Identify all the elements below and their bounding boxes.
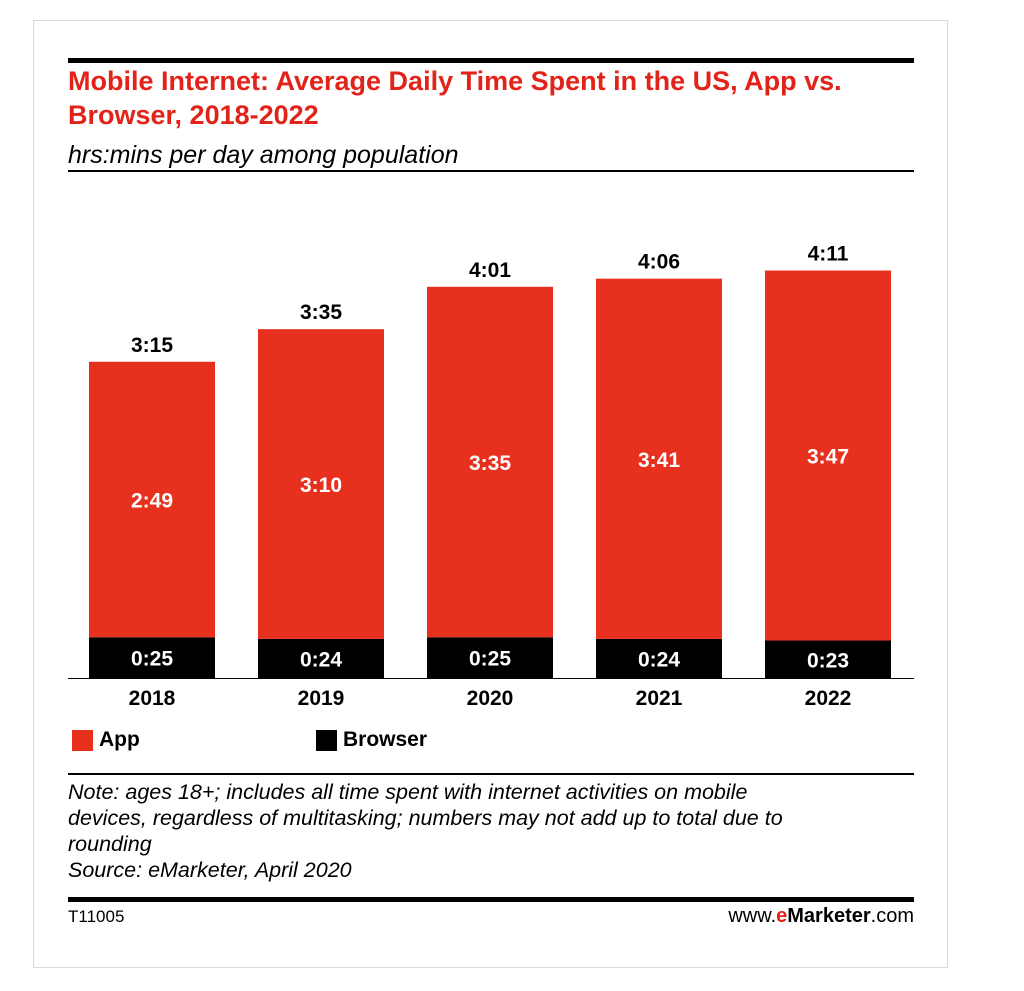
x-tick-2020: 2020	[467, 687, 514, 710]
bar-browser-2018	[89, 637, 215, 678]
legend-browser: Browser	[316, 728, 427, 752]
x-tick-2022: 2022	[805, 687, 852, 710]
chart-note: Note: ages 18+; includes all time spent …	[68, 779, 914, 883]
label-total-2020: 4:01	[469, 259, 511, 282]
site-url: www.eMarketer.com	[728, 905, 914, 928]
bar-app-2022	[765, 270, 891, 641]
legend-app: App	[72, 728, 140, 752]
label-total-2022: 4:11	[808, 243, 849, 266]
chart-title: Mobile Internet: Average Daily Time Spen…	[68, 66, 842, 130]
legend-app-swatch	[72, 729, 93, 751]
site-prefix: www.	[728, 905, 777, 927]
source-line: Source: eMarketer, April 2020	[68, 858, 352, 882]
top-rule	[68, 58, 914, 63]
site-e: e	[776, 905, 788, 927]
bar-app-2021	[596, 278, 722, 639]
subtitle-rule	[68, 170, 914, 172]
note-line: Note: ages 18+; includes all time spent …	[68, 780, 748, 804]
legend-browser-swatch	[316, 729, 337, 751]
site-brand: Marketer	[787, 905, 871, 927]
bar-browser-2022	[765, 640, 891, 678]
bar-browser-2019	[258, 638, 384, 678]
bar-app-2020	[427, 286, 553, 638]
legend-browser-label: Browser	[343, 728, 428, 751]
label-browser-2020: 0:25	[469, 648, 511, 671]
chart-subtitle: hrs:mins per day among population	[68, 141, 459, 169]
stacked-bar-chart: 0:25 2:49 3:15 2018 0:24 3:10 3:35 2019 0:25 3:35…	[68, 243, 914, 710]
site-suffix: .com	[870, 905, 914, 927]
bar-app-2018	[89, 361, 215, 638]
bottom-rule	[68, 897, 914, 902]
x-tick-2021: 2021	[636, 687, 683, 710]
label-browser-2018: 0:25	[131, 648, 173, 671]
x-tick-2018: 2018	[129, 687, 176, 710]
chart-code: T11005	[68, 907, 125, 926]
label-browser-2021: 0:24	[638, 648, 680, 671]
label-app-2022: 3:47	[807, 446, 849, 469]
x-tick-2019: 2019	[298, 687, 345, 710]
label-app-2021: 3:41	[638, 449, 680, 472]
note-line: rounding	[68, 832, 152, 856]
label-app-2018: 2:49	[131, 490, 173, 513]
bar-app-2019	[258, 329, 384, 639]
label-total-2018: 3:15	[131, 334, 173, 357]
note-rule	[68, 773, 914, 775]
label-total-2021: 4:06	[638, 251, 680, 274]
bar-browser-2020	[427, 637, 553, 678]
note-line: devices, regardless of multitasking; num…	[68, 806, 783, 830]
bar-browser-2021	[596, 638, 722, 678]
label-browser-2022: 0:23	[807, 649, 849, 672]
label-app-2019: 3:10	[300, 474, 342, 497]
label-app-2020: 3:35	[469, 452, 511, 475]
legend-app-label: App	[99, 728, 140, 751]
label-total-2019: 3:35	[300, 301, 342, 324]
label-browser-2019: 0:24	[300, 648, 342, 671]
